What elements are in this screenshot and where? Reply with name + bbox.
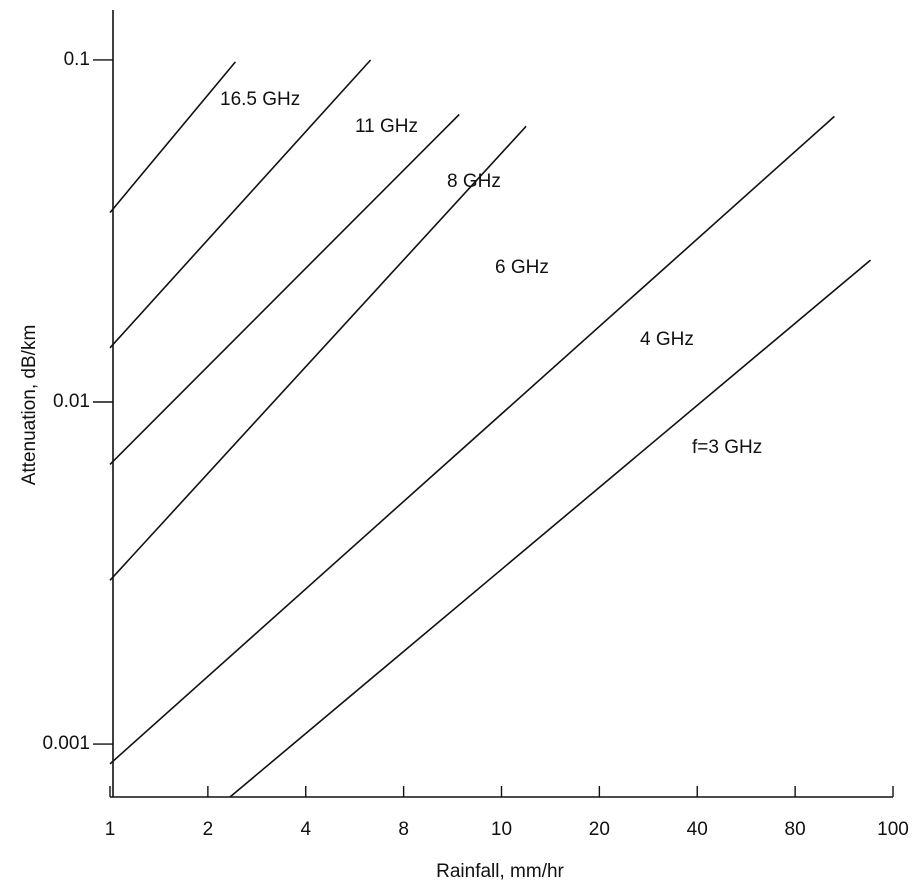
series-line: [110, 126, 526, 580]
y-tick-label: 0.01: [53, 391, 90, 412]
x-tick-label: 8: [398, 819, 409, 840]
x-tick-label: 4: [300, 819, 311, 840]
x-tick-label: 1: [105, 819, 116, 840]
chart: Attenuation, dB/km Rainfall, mm/hr 0.001…: [0, 0, 915, 890]
x-tick-label: 20: [589, 819, 610, 840]
series-label: 8 GHz: [447, 171, 501, 192]
x-tick-label: 10: [491, 819, 512, 840]
x-tick-label: 100: [877, 819, 909, 840]
x-tick-label: 2: [203, 819, 214, 840]
series-line: [230, 260, 871, 797]
series-label: 11 GHz: [355, 116, 418, 137]
series-label: f=3 GHz: [692, 437, 762, 458]
x-tick-label: 80: [785, 819, 806, 840]
series-label: 6 GHz: [495, 257, 549, 278]
x-tick-label: 40: [687, 819, 708, 840]
y-axis-label: Attenuation, dB/km: [19, 325, 40, 486]
y-tick-label: 0.1: [64, 49, 90, 70]
series-label: 4 GHz: [640, 329, 694, 350]
series-label: 16.5 GHz: [220, 89, 300, 110]
series-line: [110, 62, 235, 213]
x-axis-label: Rainfall, mm/hr: [436, 861, 564, 882]
y-tick-label: 0.001: [42, 733, 90, 754]
